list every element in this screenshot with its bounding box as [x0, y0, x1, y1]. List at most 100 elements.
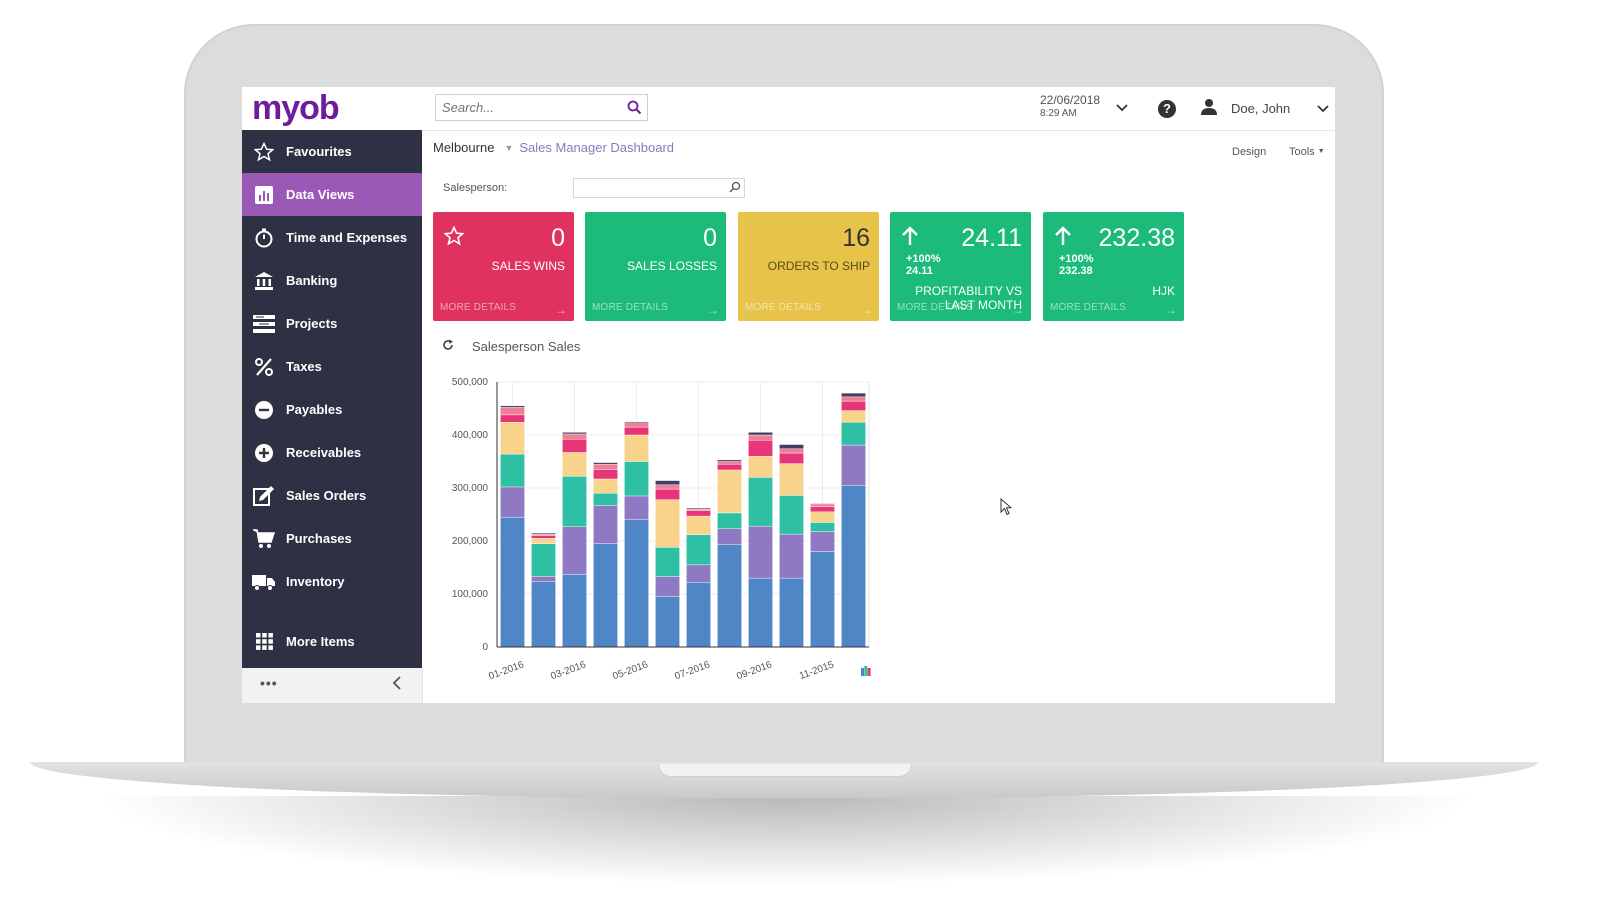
bar-segment — [624, 519, 649, 648]
x-tick-label: 03-2016 — [549, 659, 588, 680]
sidebar-item-label: Receivables — [286, 445, 362, 460]
kpi-delta-value: 232.38 — [1059, 265, 1093, 277]
collapse-sidebar-icon[interactable] — [392, 676, 402, 690]
bar-segment — [841, 396, 866, 402]
kpi-tile-sales-wins[interactable]: 0 SALES WINS MORE DETAILS → — [433, 212, 574, 321]
kpi-value: 0 — [551, 224, 565, 252]
search-box[interactable] — [435, 94, 648, 121]
more-details-link[interactable]: MORE DETAILS — [897, 302, 974, 313]
chevron-down-icon[interactable] — [1116, 104, 1128, 112]
bar-segment — [810, 522, 835, 532]
arrow-right-icon[interactable]: → — [555, 303, 567, 317]
kpi-delta: +100% 24.11 — [906, 253, 941, 277]
bar-segment — [624, 426, 649, 436]
user-name[interactable]: Doe, John — [1231, 101, 1291, 116]
bar-segment — [531, 543, 556, 577]
bar-segment — [500, 486, 525, 518]
percent-icon — [242, 357, 286, 377]
sidebar-item-label: Time and Expenses — [286, 230, 408, 245]
bar-segment — [655, 480, 680, 486]
design-button[interactable]: Design — [1232, 146, 1267, 158]
bar-segment — [748, 432, 773, 436]
bar-segment — [593, 543, 618, 648]
bar-segment — [562, 526, 587, 575]
sidebar-item-label: Sales Orders — [286, 488, 367, 503]
bar-segment — [655, 547, 680, 577]
business-date[interactable]: 22/06/2018 8:29 AM — [1040, 93, 1100, 121]
sidebar-item-banking[interactable]: Banking — [242, 259, 422, 302]
bar-segment — [500, 453, 525, 488]
caret-down-icon: ▼ — [1317, 148, 1325, 155]
arrow-right-icon[interactable]: → — [860, 303, 872, 317]
kpi-tile-orders-to-ship[interactable]: 16 ORDERS TO SHIP MORE DETAILS → — [738, 212, 879, 321]
bar-segment — [748, 577, 773, 648]
bar-segment — [531, 532, 556, 535]
kpi-tile-hjk[interactable]: 232.38 +100% 232.38 HJK MORE DETAILS → — [1043, 212, 1184, 321]
bar-segment — [593, 469, 618, 480]
sidebar-item-purchases[interactable]: Purchases — [242, 517, 422, 560]
salesperson-input[interactable] — [573, 178, 745, 198]
search-icon[interactable] — [627, 100, 642, 115]
sidebar-item-taxes[interactable]: Taxes — [242, 345, 422, 388]
kpi-tile-sales-losses[interactable]: 0 SALES LOSSES MORE DETAILS → — [585, 212, 726, 321]
user-menu-chevron-icon[interactable] — [1317, 105, 1329, 113]
sidebar-item-favourites[interactable]: Favourites — [242, 130, 422, 173]
sidebar-item-projects[interactable]: Projects — [242, 302, 422, 345]
sidebar-item-time-and-expenses[interactable]: Time and Expenses — [242, 216, 422, 259]
sidebar-item-receivables[interactable]: Receivables — [242, 431, 422, 474]
kpi-label-line1: PROFITABILITY VS — [915, 284, 1022, 298]
sidebar-item-label: Favourites — [286, 144, 352, 159]
more-details-link[interactable]: MORE DETAILS — [592, 302, 669, 313]
bar-segment — [779, 533, 804, 579]
date-text: 22/06/2018 — [1040, 93, 1101, 107]
breadcrumb-page[interactable]: Sales Manager Dashboard — [519, 140, 675, 155]
kpi-label: HJK — [1152, 284, 1175, 298]
refresh-icon[interactable] — [442, 339, 454, 351]
bar-segment — [655, 596, 680, 648]
bar-segment — [810, 503, 835, 507]
sidebar-item-data-views[interactable]: Data Views — [242, 173, 422, 216]
more-details-link[interactable]: MORE DETAILS — [1050, 302, 1127, 313]
chart-type-icon — [867, 668, 871, 676]
search-input[interactable] — [436, 95, 628, 120]
tools-menu[interactable]: Tools ▼ — [1289, 146, 1325, 158]
kpi-delta-value: 24.11 — [906, 265, 933, 277]
more-details-link[interactable]: MORE DETAILS — [440, 302, 517, 313]
salesperson-label: Salesperson: — [443, 182, 508, 194]
caret-down-icon[interactable]: ▼ — [504, 143, 514, 153]
bar-segment — [655, 499, 680, 548]
bar-segment — [686, 510, 711, 517]
kpi-value: 16 — [842, 224, 870, 252]
arrow-right-icon[interactable]: → — [707, 303, 719, 317]
projects-icon — [242, 314, 286, 333]
cart-icon — [242, 528, 286, 549]
mouse-cursor-icon — [1000, 498, 1012, 516]
arrow-right-icon[interactable]: → — [1165, 303, 1177, 317]
bar-segment — [810, 506, 835, 513]
kpi-value: 232.38 — [1098, 224, 1175, 252]
bar-segment — [779, 577, 804, 648]
user-icon[interactable] — [1200, 98, 1218, 116]
myob-logo[interactable]: myob — [252, 89, 340, 127]
bar-segment — [810, 551, 835, 648]
kpi-tile-profitability[interactable]: 24.11 +100% 24.11 PROFITABILITY VS LAST MO… — [890, 212, 1031, 321]
more-options-icon[interactable]: ••• — [260, 675, 278, 691]
breadcrumb-location[interactable]: Melbourne — [433, 140, 495, 155]
sidebar-item-payables[interactable]: Payables — [242, 388, 422, 431]
sidebar-item-label: Data Views — [286, 187, 355, 202]
y-tick-label: 300,000 — [452, 483, 489, 494]
help-icon[interactable]: ? — [1158, 100, 1176, 118]
search-icon[interactable] — [729, 181, 741, 193]
sidebar-item-sales-orders[interactable]: Sales Orders — [242, 474, 422, 517]
more-details-link[interactable]: MORE DETAILS — [745, 302, 822, 313]
bar-segment — [841, 485, 866, 648]
arrow-right-icon[interactable]: → — [1012, 303, 1024, 317]
bar-segment — [717, 461, 742, 465]
kpi-label: SALES WINS — [491, 259, 565, 273]
bar-segment — [841, 444, 866, 486]
sidebar-item-inventory[interactable]: Inventory — [242, 560, 422, 603]
bar-segment — [562, 476, 587, 527]
sidebar-item-more-items[interactable]: More Items — [242, 620, 422, 663]
bar-segment — [624, 434, 649, 462]
bar-segment — [655, 488, 680, 500]
